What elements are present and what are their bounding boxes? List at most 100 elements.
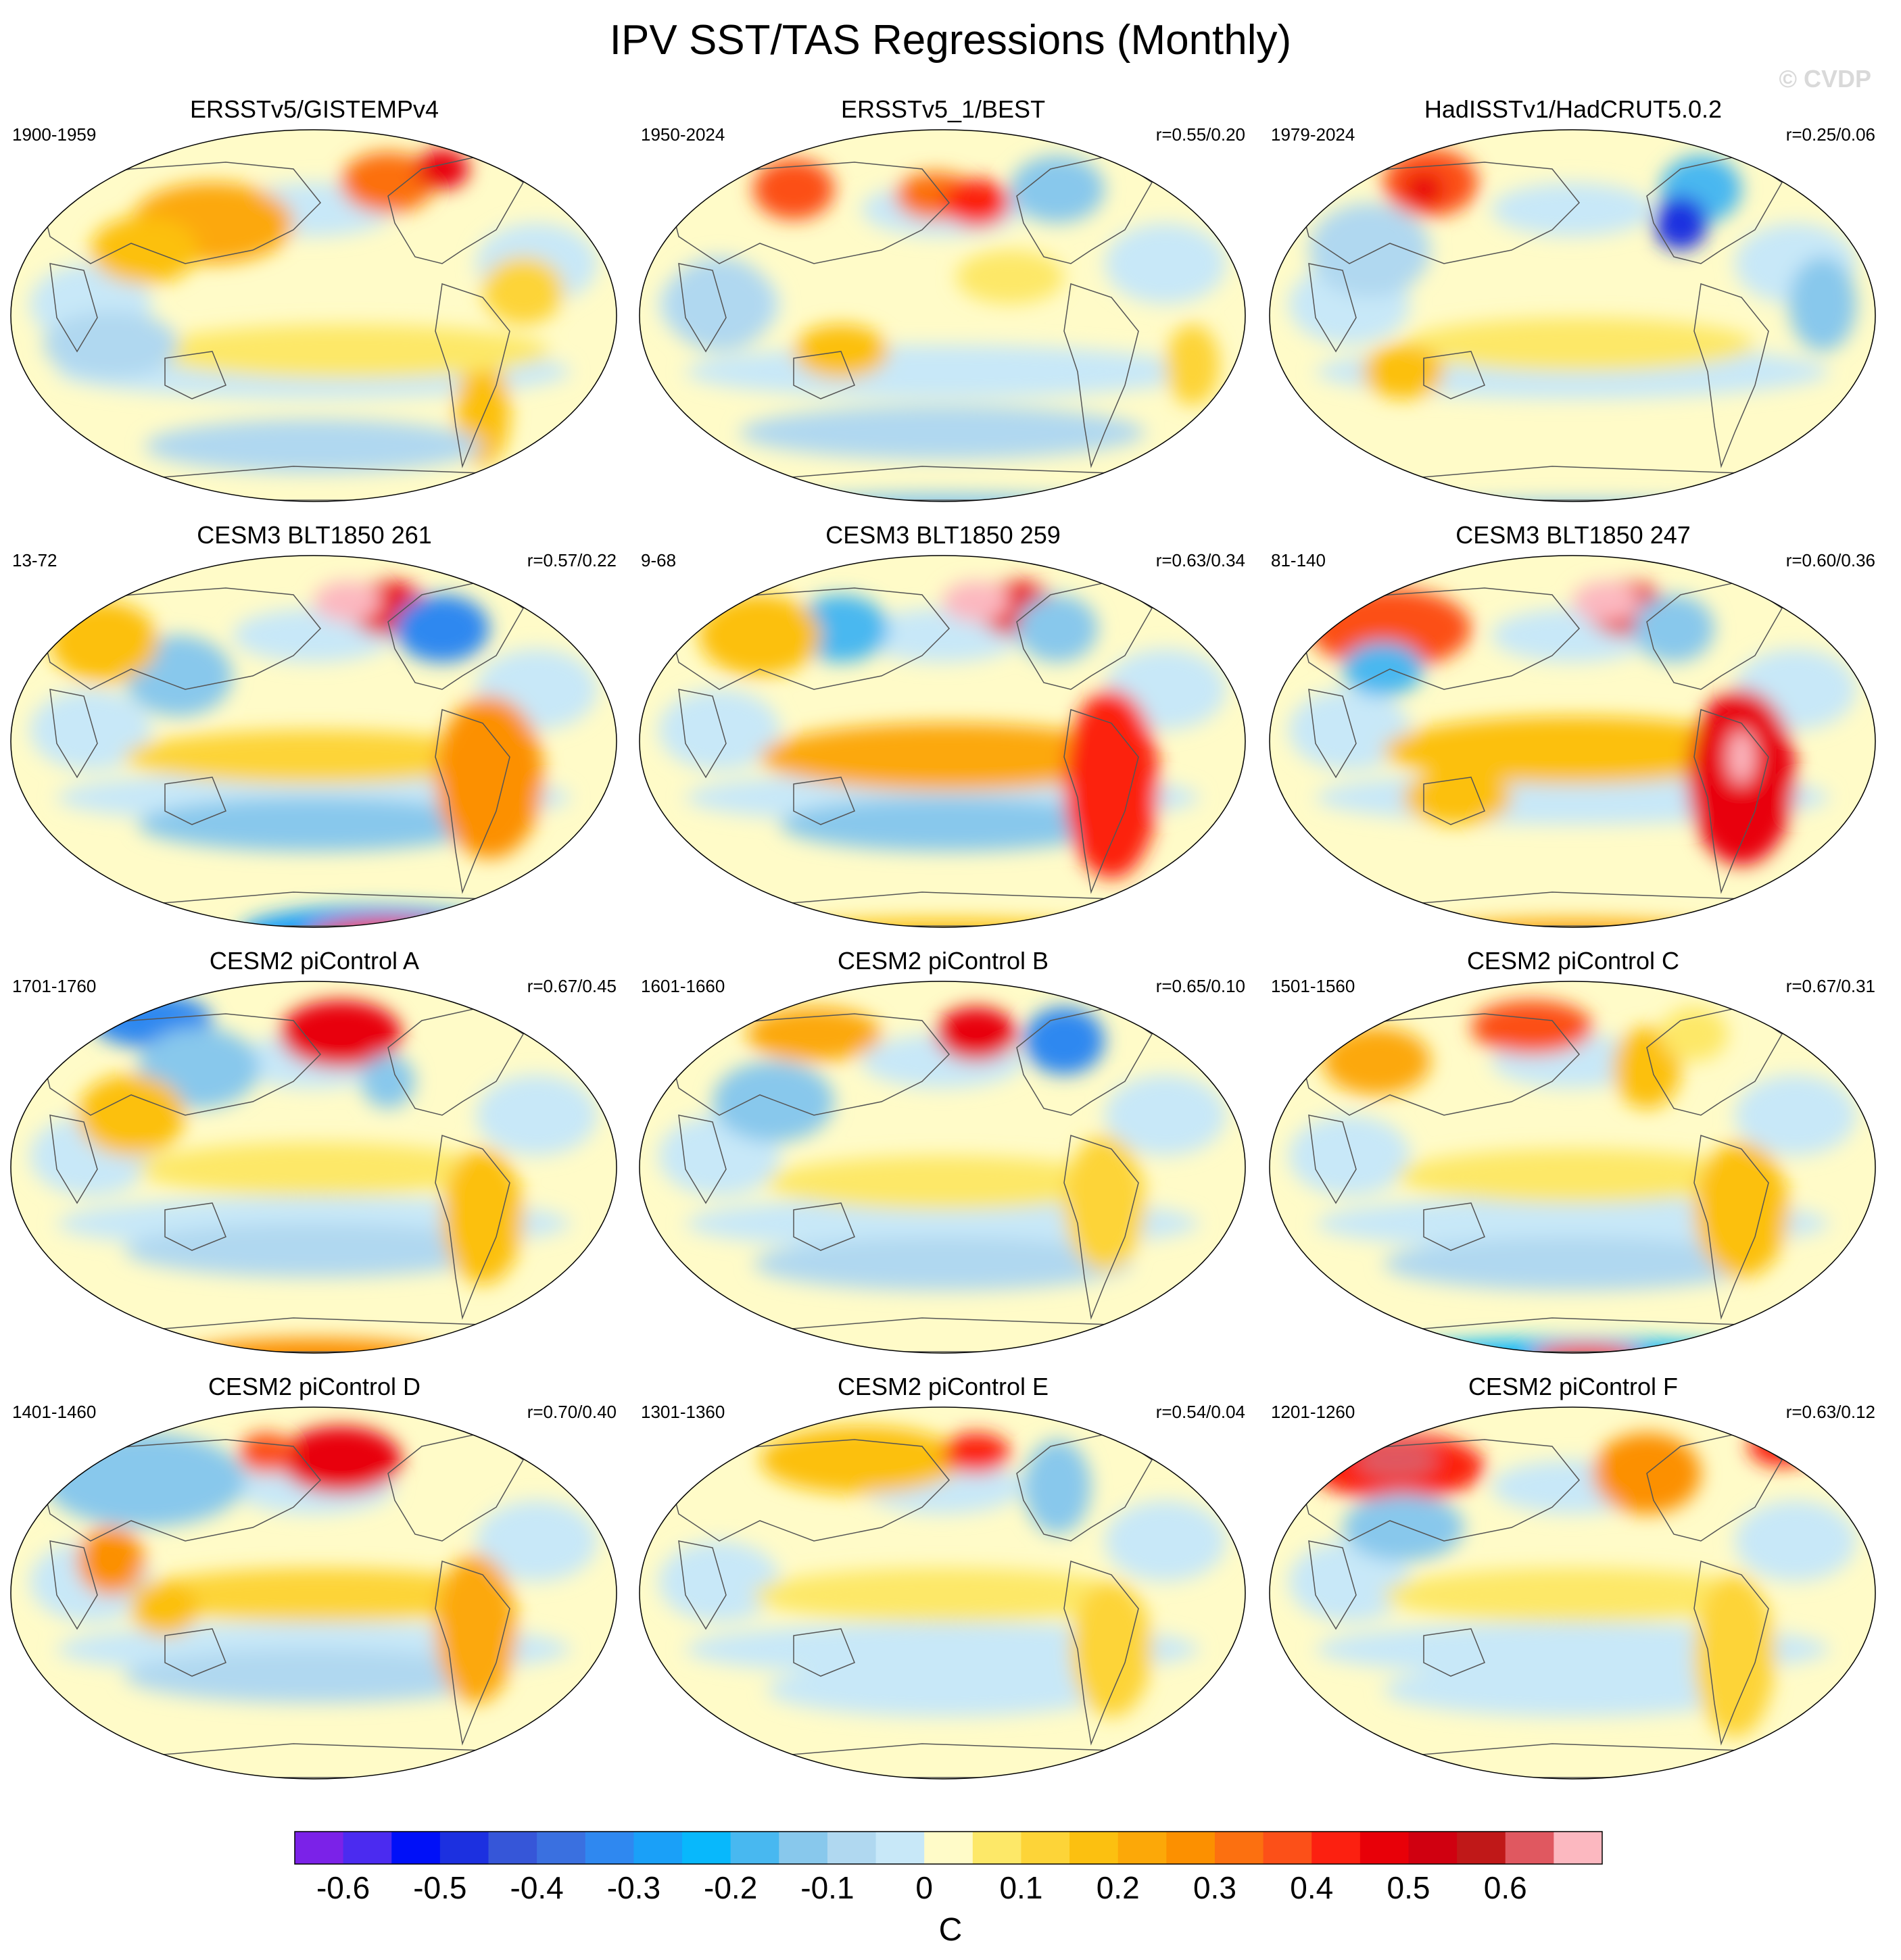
coastline — [49, 1540, 98, 1630]
anomaly-band — [658, 1541, 780, 1622]
map-panel: CESM3 BLT1850 259 9-68 r=0.63/0.34 — [629, 520, 1257, 933]
panel-title: CESM3 BLT1850 261 — [197, 521, 432, 549]
colorbar-tick-label: 0.2 — [1096, 1870, 1140, 1905]
panel-correlation: r=0.25/0.06 — [1785, 124, 1875, 145]
map-border — [10, 981, 617, 1354]
anomaly-blob — [1613, 1027, 1681, 1108]
coastline — [793, 351, 855, 399]
colorbar-swatch — [343, 1832, 392, 1864]
panel-title: CESM2 piControl E — [837, 1373, 1049, 1400]
colorbar-swatch — [1554, 1832, 1603, 1864]
coastline — [793, 1202, 855, 1251]
panel-title: ERSSTv5_1/BEST — [840, 95, 1046, 123]
anomaly-band — [1105, 223, 1226, 304]
anomaly-blob — [138, 798, 489, 852]
regression-map — [1269, 981, 1876, 1354]
anomaly-blob — [753, 159, 834, 220]
colorbar-tick-label: -0.6 — [316, 1870, 370, 1905]
colorbar-tick-label: -0.4 — [510, 1870, 564, 1905]
anomaly-blob — [1694, 1142, 1789, 1277]
panel-period: 1979-2024 — [1271, 124, 1355, 145]
panel-correlation: r=0.67/0.45 — [527, 976, 617, 996]
coastline — [1295, 1439, 1581, 1542]
colorbar-tick-label: 0.3 — [1193, 1870, 1236, 1905]
panel-period: 1900-1959 — [12, 124, 97, 145]
coastline — [1295, 162, 1581, 264]
panel-period: 1201-1260 — [1271, 1402, 1355, 1422]
anomaly-blob — [1789, 257, 1856, 351]
coastline — [164, 1628, 226, 1677]
anomaly-band — [658, 689, 780, 770]
anomaly-blob — [1165, 324, 1220, 406]
coastline — [1693, 283, 1769, 468]
anomaly-band — [1735, 1500, 1856, 1582]
anomaly-blob — [1633, 595, 1714, 662]
anomaly-blob — [767, 1663, 1118, 1717]
colorbar-swatch — [1359, 1832, 1409, 1864]
coastline — [665, 1439, 950, 1542]
coastline — [665, 587, 950, 690]
anomaly-blob — [760, 723, 1138, 791]
map-panel: ERSSTv5/GISTEMPv4 1900-1959 — [0, 95, 629, 507]
coastline — [1308, 263, 1357, 353]
colorbar-tick-label: -0.3 — [606, 1870, 661, 1905]
map-border — [1269, 555, 1876, 928]
anomaly-blob — [1403, 770, 1512, 825]
anomaly-blob — [1010, 155, 1105, 223]
anomaly-blob — [780, 798, 1118, 852]
map-panel: CESM2 piControl C 1501-1560 r=0.67/0.31 — [1259, 946, 1887, 1358]
anomaly-blob — [435, 696, 544, 858]
coastline — [1308, 1540, 1357, 1630]
anomaly-blob — [753, 1568, 1132, 1622]
panel-period: 1501-1560 — [1271, 976, 1355, 996]
coastline — [1693, 709, 1769, 894]
colorbar-swatch — [1457, 1832, 1506, 1864]
map-panel: CESM2 piControl F 1201-1260 r=0.63/0.12 — [1259, 1372, 1887, 1784]
colorbar-tick-label: -0.5 — [413, 1870, 467, 1905]
panel-title: HadISSTv1/HadCRUT5.0.2 — [1424, 95, 1723, 123]
coastline — [1423, 351, 1485, 399]
colorbar-tick-label: -0.2 — [704, 1870, 758, 1905]
map-border — [639, 555, 1246, 928]
anomaly-blob — [1471, 1000, 1593, 1054]
coastline — [49, 1114, 98, 1204]
colorbar-swatch — [585, 1832, 634, 1864]
anomaly-blob — [1403, 318, 1755, 372]
anomaly-blob — [1363, 345, 1444, 399]
panel-title: ERSSTv5/GISTEMPv4 — [189, 95, 439, 123]
coastline — [1423, 1628, 1485, 1677]
map-border — [1269, 1406, 1876, 1780]
coastline — [435, 283, 510, 468]
coastline — [1063, 1135, 1139, 1320]
regression-map — [639, 129, 1246, 502]
anomaly-blob — [145, 324, 550, 378]
panel-title: CESM2 piControl F — [1468, 1373, 1679, 1400]
anomaly-blob — [753, 1237, 1132, 1291]
colorbar-swatch — [1214, 1832, 1264, 1864]
anomaly-blob — [131, 1582, 199, 1636]
map-panel: CESM3 BLT1850 247 81-140 r=0.60/0.36 — [1259, 520, 1887, 933]
anomaly-band — [1735, 1075, 1856, 1156]
coastline — [678, 1114, 727, 1204]
anomaly-blob — [442, 1149, 523, 1284]
panel-correlation: r=0.67/0.31 — [1785, 976, 1875, 996]
panel-title: CESM3 BLT1850 247 — [1455, 521, 1691, 549]
anomaly-blob — [699, 595, 821, 676]
coastline — [678, 1540, 727, 1630]
anomaly-blob — [91, 216, 199, 284]
anomaly-blob — [77, 1075, 185, 1156]
regression-map — [10, 1406, 617, 1780]
panel-period: 13-72 — [12, 550, 57, 570]
anomaly-blob — [138, 1142, 489, 1196]
anomaly-blob — [1064, 689, 1159, 879]
regression-map — [639, 981, 1246, 1354]
figure-title: IPV SST/TAS Regressions (Monthly) — [609, 17, 1292, 64]
coastline — [36, 162, 322, 264]
anomaly-band — [1105, 1500, 1226, 1582]
colorbar-swatch — [779, 1832, 828, 1864]
coastline — [36, 1013, 322, 1116]
panel-period: 1601-1660 — [641, 976, 725, 996]
coastline — [1308, 1114, 1357, 1204]
anomaly-band — [1105, 1075, 1226, 1156]
anomaly-blob — [956, 250, 1064, 304]
